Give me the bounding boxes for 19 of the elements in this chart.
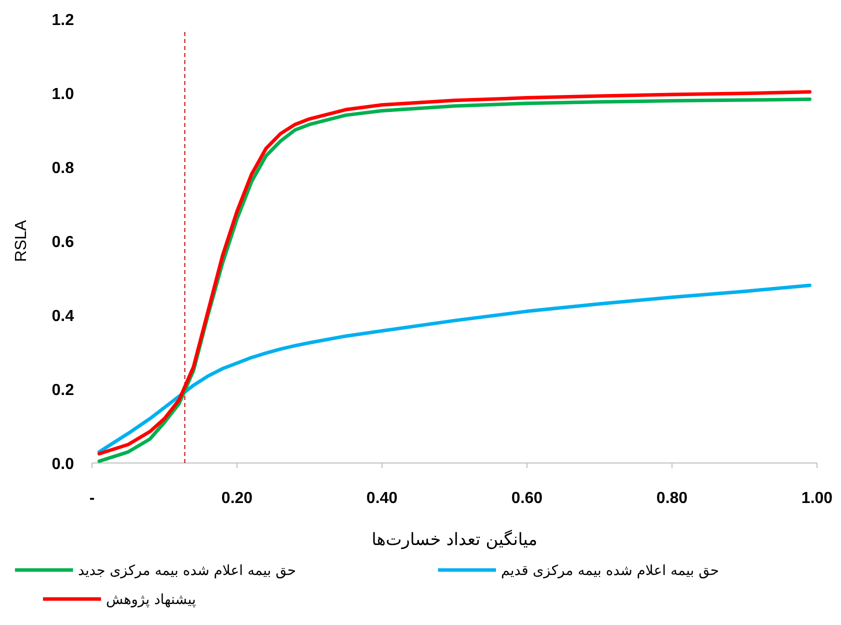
legend-label: حق بیمه اعلام شده بیمه مرکزی قدیم [501, 563, 719, 579]
y-tick-label: 0.2 [52, 382, 74, 399]
x-axis-title: میانگین تعداد خسارت‌ها [372, 529, 538, 550]
y-tick-label: 1.2 [52, 12, 74, 29]
x-tick-label: 0.40 [366, 490, 398, 507]
y-tick-label: 1.0 [52, 86, 74, 103]
y-tick-label: 0.0 [52, 456, 74, 473]
y-axis-title: RSLA [13, 220, 30, 262]
x-tick-label: 1.00 [801, 490, 833, 507]
y-tick-label: 0.6 [52, 234, 74, 251]
legend-label: حق بیمه اعلام شده بیمه مرکزی جدید [78, 563, 296, 579]
x-tick-label: 0.20 [221, 490, 253, 507]
x-tick-label: 0.60 [511, 490, 543, 507]
legend-label: پیشنهاد پژوهش [106, 592, 196, 608]
x-tick-label: 0.80 [656, 490, 688, 507]
y-tick-label: 0.4 [52, 308, 74, 325]
y-tick-label: 0.8 [52, 160, 74, 177]
line-series [98, 284, 812, 454]
x-tick-label: - [89, 490, 95, 507]
